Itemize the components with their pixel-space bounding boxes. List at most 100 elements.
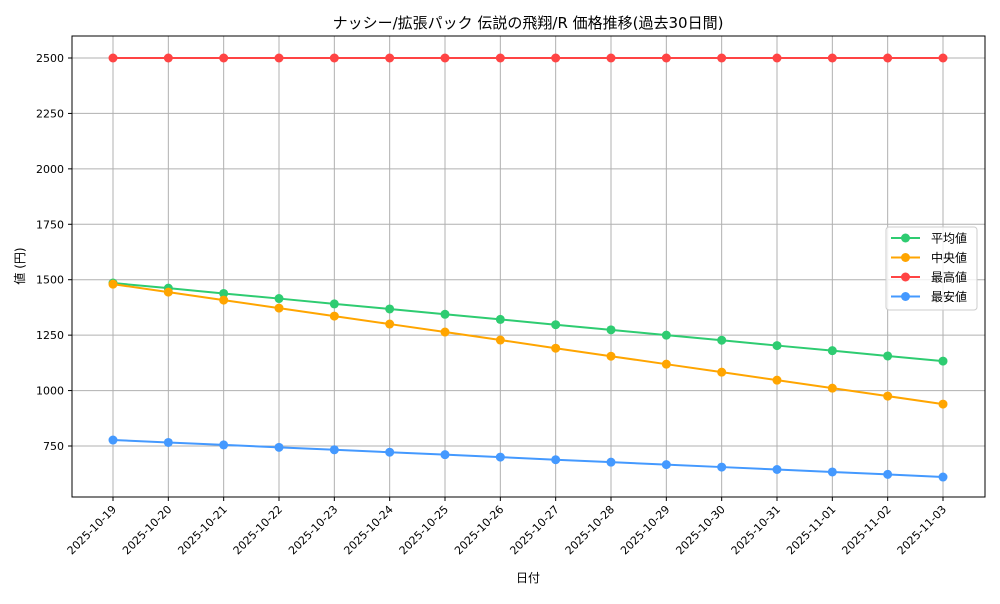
data-point (329, 53, 339, 63)
data-point (717, 462, 727, 472)
series-group (108, 53, 948, 482)
data-point (606, 325, 616, 335)
data-point (385, 447, 395, 457)
y-tick-label: 750 (43, 440, 64, 453)
y-tick-label: 1750 (36, 218, 64, 231)
data-point (274, 294, 284, 304)
axis-ticks: 750 1000 1250 1500 1750 2000 2250 2500 2025-10-1… (36, 52, 949, 557)
x-tick-label: 2025-10-25 (397, 503, 451, 557)
x-tick-label: 2025-10-24 (341, 503, 395, 557)
y-tick-label: 1500 (36, 274, 64, 287)
data-point (440, 53, 450, 63)
data-point (606, 53, 616, 63)
grid (72, 36, 985, 497)
data-point (219, 53, 229, 63)
data-point (717, 367, 727, 377)
data-point (551, 53, 561, 63)
data-point (827, 467, 837, 477)
data-point (385, 319, 395, 329)
data-point (883, 469, 893, 479)
x-tick-label: 2025-11-01 (784, 503, 838, 557)
data-point (551, 320, 561, 330)
data-point (938, 53, 948, 63)
legend-swatch-marker (901, 292, 910, 301)
x-axis-label: 日付 (516, 571, 540, 585)
data-point (495, 452, 505, 462)
data-point (938, 472, 948, 482)
series-3 (108, 435, 948, 482)
data-point (661, 53, 671, 63)
data-point (329, 311, 339, 321)
data-point (440, 450, 450, 460)
data-point (163, 53, 173, 63)
data-point (219, 295, 229, 305)
data-point (772, 341, 782, 351)
legend-label: 最高値 (931, 270, 967, 285)
data-point (163, 437, 173, 447)
y-tick-label: 2000 (36, 163, 64, 176)
data-point (329, 445, 339, 455)
x-tick-label: 2025-10-20 (120, 503, 174, 557)
y-tick-label: 1000 (36, 385, 64, 398)
data-point (938, 356, 948, 366)
data-point (440, 309, 450, 319)
data-point (440, 327, 450, 337)
legend-swatch-marker (901, 233, 910, 243)
x-tick-label: 2025-10-31 (729, 503, 783, 557)
data-point (827, 346, 837, 356)
x-tick-label: 2025-10-21 (175, 503, 229, 557)
legend-box (885, 226, 978, 311)
chart-title: ナッシー/拡張パック 伝説の飛翔/R 価格推移(過去30日間) (333, 14, 724, 32)
data-point (108, 279, 118, 289)
series-2 (108, 53, 948, 63)
data-point (772, 465, 782, 475)
x-tick-label: 2025-10-29 (618, 503, 672, 557)
y-tick-label: 2250 (36, 107, 64, 120)
data-point (772, 375, 782, 385)
data-point (385, 53, 395, 63)
series-1 (108, 279, 948, 409)
data-point (219, 288, 229, 298)
data-point (938, 399, 948, 409)
x-tick-label: 2025-10-22 (231, 503, 285, 557)
data-point (219, 440, 229, 450)
data-point (551, 343, 561, 353)
data-point (495, 335, 505, 345)
data-point (274, 442, 284, 452)
data-point (551, 455, 561, 465)
data-point (883, 351, 893, 361)
series-line (112, 283, 944, 406)
y-tick-label: 2500 (36, 52, 64, 65)
series-line (112, 439, 944, 479)
legend-label: 平均値 (931, 231, 967, 246)
legend-label: 最安値 (931, 289, 967, 304)
legend-swatch-marker (901, 253, 910, 262)
data-point (163, 287, 173, 297)
data-point (661, 359, 671, 369)
x-tick-label: 2025-10-26 (452, 503, 506, 557)
series-line (112, 282, 944, 363)
data-point (717, 53, 727, 63)
data-point (495, 314, 505, 324)
data-point (274, 53, 284, 63)
data-point (108, 435, 118, 445)
data-point (772, 53, 782, 63)
x-tick-label: 2025-10-23 (286, 503, 340, 557)
data-point (606, 457, 616, 467)
x-tick-label: 2025-10-19 (65, 503, 119, 557)
x-tick-label: 2025-11-02 (839, 503, 893, 557)
data-point (661, 460, 671, 470)
x-tick-label: 2025-10-30 (673, 503, 727, 557)
y-axis-label: 値 (円) (12, 247, 27, 284)
data-point (274, 303, 284, 313)
data-point (883, 53, 893, 63)
data-point (883, 391, 893, 401)
x-tick-label: 2025-10-28 (563, 503, 617, 557)
data-point (827, 53, 837, 63)
y-tick-label: 1250 (36, 329, 64, 342)
data-point (717, 335, 727, 345)
data-point (495, 53, 505, 63)
legend-swatch-marker (901, 272, 910, 282)
